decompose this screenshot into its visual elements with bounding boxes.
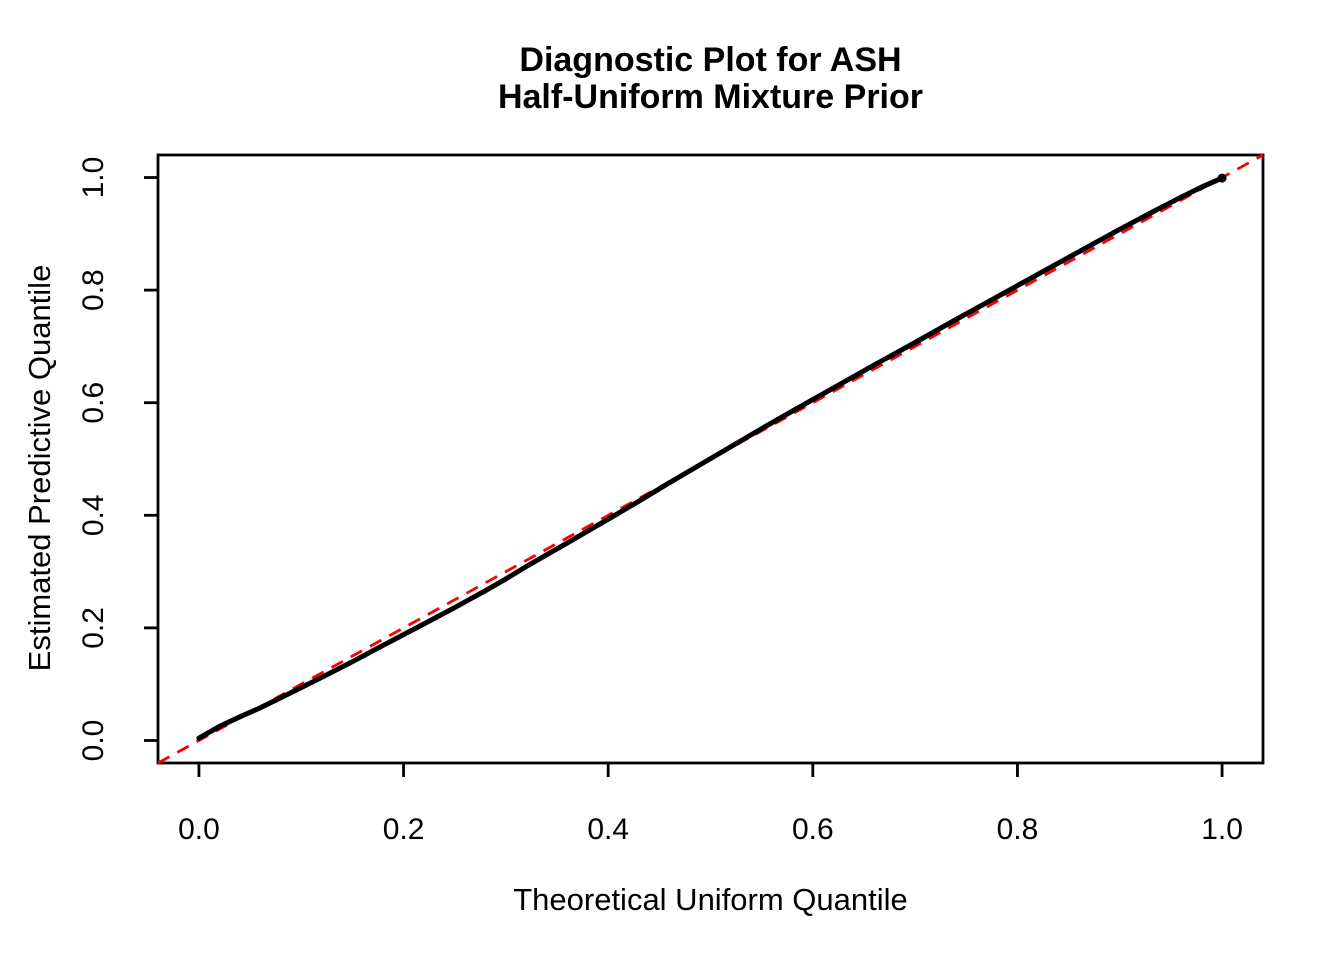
qq-curve-endpoint bbox=[1217, 173, 1227, 183]
reference-line bbox=[157, 153, 1264, 765]
y-axis-tick-label: 0.0 bbox=[77, 720, 110, 762]
chart-title-line2: Half-Uniform Mixture Prior bbox=[497, 78, 924, 116]
x-axis-tick-label: 0.8 bbox=[997, 813, 1039, 846]
plot-box bbox=[156, 153, 1265, 765]
x-axis-tick-label: 0.0 bbox=[178, 813, 220, 846]
y-axis-tick-label: 0.4 bbox=[77, 494, 110, 536]
x-axis-tick-label: 0.6 bbox=[792, 813, 834, 846]
qq-curve bbox=[196, 175, 1225, 741]
y-axis-tick-label: 0.2 bbox=[77, 607, 110, 649]
y-axis-tick-label: 0.6 bbox=[77, 382, 110, 424]
x-axis-tick-label: 0.2 bbox=[383, 813, 425, 846]
chart-title: Diagnostic Plot for ASH Half-Uniform Mix… bbox=[158, 42, 1263, 116]
chart-title-line1: Diagnostic Plot for ASH bbox=[519, 41, 902, 79]
x-axis-tick-label: 0.4 bbox=[587, 813, 629, 846]
x-axis-tick-label: 1.0 bbox=[1201, 813, 1243, 846]
y-axis-tick-label: 0.8 bbox=[77, 269, 110, 311]
y-axis-title: Estimated Predictive Quantile bbox=[22, 264, 57, 672]
y-axis-tick-label: 1.0 bbox=[77, 157, 110, 199]
x-axis-title: Theoretical Uniform Quantile bbox=[513, 882, 908, 917]
